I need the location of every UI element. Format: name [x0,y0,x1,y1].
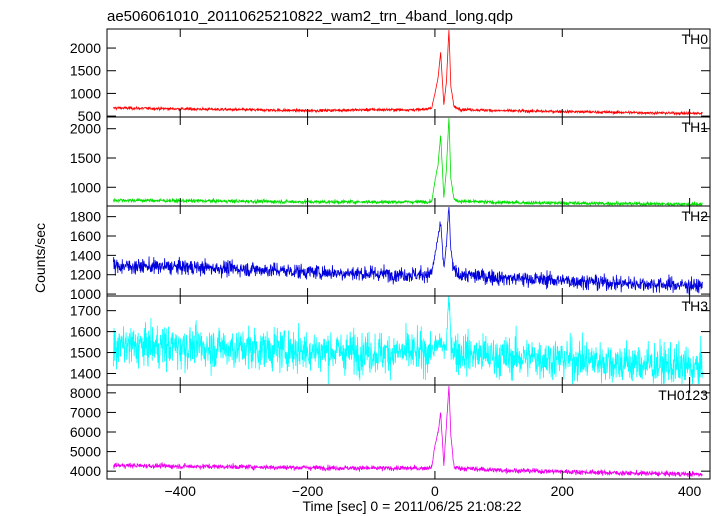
series-line-th1 [113,117,703,207]
y-tick-label: 1200 [70,267,101,283]
y-tick-label: 5000 [70,444,101,460]
y-tick-label: 1500 [70,63,101,79]
x-tick-label: 400 [678,483,702,499]
y-tick-label: 1700 [70,303,101,319]
series-line-th0 [113,29,703,116]
y-tick-label: 1600 [70,228,101,244]
chart-title: ae506061010_20110625210822_wam2_trn_4ban… [107,8,513,25]
y-tick-label: 8000 [70,385,101,401]
panel-label-th3: TH3 [682,298,709,314]
y-tick-label: 1600 [70,324,101,340]
y-tick-label: 1800 [70,209,101,225]
panel-label-th0: TH0 [682,31,709,47]
panel-label-th1: TH1 [682,119,709,135]
series-line-th2 [112,206,703,295]
y-tick-label: 6000 [70,424,101,440]
y-tick-label: 2000 [70,121,101,137]
series-line-th3 [112,296,703,385]
y-tick-label: 1000 [70,179,101,195]
panel-frame-th0 [106,28,711,118]
x-tick-label: 0 [431,483,439,499]
panel-frame-th1 [106,116,711,207]
x-axis-label: Time [sec] 0 = 2011/06/25 21:08:22 [302,498,521,514]
y-tick-label: 1400 [70,365,101,381]
y-tick-label: 1400 [70,247,101,263]
series-line-th0123 [113,385,703,478]
x-tick-label: −200 [292,483,324,499]
panel-label-th2: TH2 [682,208,709,224]
y-tick-label: 1500 [70,150,101,166]
y-tick-label: 1500 [70,345,101,361]
y-tick-label: 1000 [70,286,101,302]
y-tick-label: 4000 [70,463,101,479]
y-tick-label: 7000 [70,404,101,420]
y-tick-label: 1000 [70,85,101,101]
panel-label-th0123: TH0123 [658,387,708,403]
y-tick-label: 500 [78,108,102,124]
y-axis-label: Counts/sec [32,223,48,293]
y-tick-label: 2000 [70,40,101,56]
x-tick-label: −400 [164,483,196,499]
x-tick-label: 200 [551,483,575,499]
